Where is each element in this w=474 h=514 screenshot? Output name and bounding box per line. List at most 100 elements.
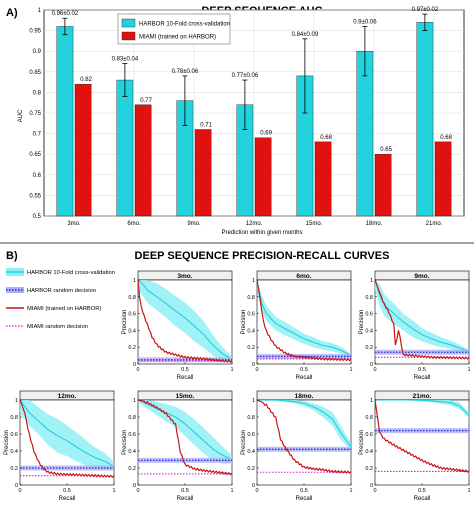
pr-curves-grid: 3mo. 0 0.5 1 0 0.2 0.4 0.6 0.8 1 Recall Precision 6m… [4,270,471,502]
harbor-cv-curve [20,400,114,467]
pr-y-axis-label: Precision [122,430,128,455]
pr-y-tick-label: 0.8 [247,415,255,421]
harbor-bar [116,79,134,217]
miami-data-label: 0.68 [320,135,332,141]
miami-bar [434,141,452,217]
pr-subplot: 15mo. 0 0.5 1 0 0.2 0.4 0.6 0.8 1 Recall Precision [122,390,234,502]
pr-x-tick-label: 0 [136,367,139,373]
harbor-data-label: 0.96±0.02 [52,11,79,17]
pr-y-tick-label: 1 [133,398,136,404]
pr-x-tick-label: 1 [112,488,115,494]
auc-bar-chart: 0.5 0.55 0.6 0.65 0.7 0.75 0.8 0.85 0.9 0.95 1 3mo.… [29,7,465,227]
pr-y-tick-label: 0 [370,483,373,489]
pr-subplot-title: 9mo. [414,273,429,280]
auc-y-tick-label: 0.75 [29,111,41,117]
pr-chart-title: DEEP SEQUENCE PRECISION-RECALL CURVES [135,250,390,262]
harbor-cv-curve [257,280,351,357]
miami-bar [374,153,392,217]
panel-b-letter: B) [6,250,18,262]
pr-y-tick-label: 0.8 [247,295,255,301]
pr-y-axis-label: Precision [241,430,247,455]
pr-x-tick-label: 1 [467,488,470,494]
pr-y-tick-label: 0.4 [247,449,255,455]
pr-plot-content [375,400,469,473]
miami-pr-curve [257,400,351,474]
pr-x-tick-label: 0.5 [418,488,426,494]
auc-legend-label: MIAMI (trained on HARBOR) [139,35,216,41]
harbor-data-label: 0.84±0.09 [292,32,319,38]
pr-subplot: 9mo. 0 0.5 1 0 0.2 0.4 0.6 0.8 1 Recall Precision [359,270,471,381]
pr-y-tick-label: 0.6 [365,432,373,438]
pr-y-tick-label: 0.4 [128,449,136,455]
auc-x-tick-label: 12mo. [246,221,263,227]
pr-x-tick-label: 0.5 [181,488,189,494]
pr-plot-content [257,280,351,362]
auc-legend-box [117,13,231,45]
harbor-cv-curve [138,400,232,461]
pr-x-tick-label: 0 [18,488,21,494]
harbor-data-label: 0.97±0.02 [412,7,439,13]
harbor-data-label: 0.78±0.06 [172,69,199,75]
pr-y-tick-label: 0.2 [247,345,255,351]
pr-y-tick-label: 0.2 [365,345,373,351]
pr-y-tick-label: 0.6 [128,312,136,318]
harbor-cv-curve [257,400,351,448]
pr-x-axis-label: Recall [296,375,313,381]
auc-y-tick-label: 0.7 [33,132,42,138]
pr-y-tick-label: 0 [133,483,136,489]
harbor-cv-curve [375,280,469,352]
pr-legend-item: MIAMI random decision [6,324,88,330]
pr-legend-item: HARBOR 10-Fold cross-validation [6,268,115,276]
pr-plot-content [375,280,469,360]
pr-x-tick-label: 1 [230,488,233,494]
harbor-cv-curve [375,400,469,416]
harbor-random-band [375,428,469,434]
auc-legend-label: HARBOR 10-Fold cross-validation [139,22,230,28]
miami-pr-curve [20,400,114,479]
miami-pr-curve [257,280,351,362]
pr-subplot-title: 3mo. [177,273,192,280]
auc-y-tick-label: 0.8 [33,90,42,96]
harbor-cv-band [138,400,232,464]
harbor-bar [416,22,434,217]
miami-bar [314,141,332,217]
pr-y-tick-label: 0 [133,362,136,368]
pr-legend-label: MIAMI (trained on HARBOR) [27,306,101,312]
pr-plot-content [257,400,351,474]
harbor-data-label: 0.9±0.06 [353,19,377,25]
pr-plot-content [20,400,114,479]
harbor-cv-band [20,400,114,471]
pr-y-axis-label: Precision [122,310,128,335]
pr-legend: HARBOR 10-Fold cross-validation HARBOR ra… [6,268,115,330]
pr-y-tick-label: 0.8 [365,415,373,421]
pr-y-tick-label: 0.4 [365,328,373,334]
pr-x-tick-label: 0 [136,488,139,494]
pr-y-tick-label: 1 [252,278,255,284]
pr-y-tick-label: 0.8 [128,295,136,301]
pr-y-tick-label: 0 [15,483,18,489]
pr-subplot-title: 6mo. [296,273,311,280]
pr-y-tick-label: 0 [252,362,255,368]
pr-legend-label: MIAMI random decision [27,324,88,330]
pr-x-axis-label: Recall [177,375,194,381]
auc-legend-swatch [121,18,136,28]
pr-x-tick-label: 0 [373,488,376,494]
harbor-random-band [138,357,232,363]
pr-x-tick-label: 1 [467,367,470,373]
pr-subplot-title: 15mo. [176,393,195,400]
pr-plot-content [138,400,232,476]
auc-y-tick-label: 0.95 [29,29,41,35]
pr-x-tick-label: 0 [255,367,258,373]
pr-subplot-title: 12mo. [58,393,77,400]
pr-x-tick-label: 0 [373,367,376,373]
pr-x-tick-label: 0.5 [418,367,426,373]
pr-x-tick-label: 1 [349,488,352,494]
pr-legend-label: HARBOR 10-Fold cross-validation [27,270,115,276]
miami-pr-curve [375,400,469,473]
pr-subplot-title: 21mo. [413,393,432,400]
auc-x-axis-label: Prediction within given months [221,230,302,236]
miami-data-label: 0.77 [140,98,152,104]
pr-x-axis-label: Recall [414,375,431,381]
auc-x-tick-label: 6mo. [127,221,141,227]
